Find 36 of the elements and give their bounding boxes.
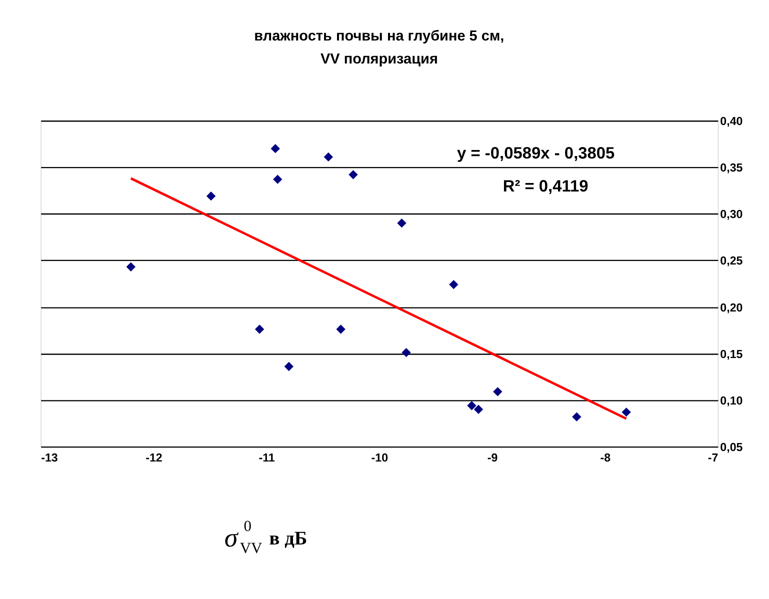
point bbox=[126, 262, 136, 272]
point bbox=[449, 280, 458, 290]
x-tick-label: -9 bbox=[487, 452, 498, 465]
annotation: R² = 0,4119 bbox=[502, 177, 588, 196]
x-tick-label: -7 bbox=[708, 452, 718, 465]
y-tick-label: 0,35 bbox=[720, 162, 744, 175]
point bbox=[284, 362, 294, 372]
point bbox=[397, 218, 406, 228]
point bbox=[273, 174, 282, 184]
point bbox=[474, 404, 484, 414]
x-tick-label: -13 bbox=[41, 452, 58, 465]
annotation: y = -0,0589x - 0,3805 bbox=[457, 144, 615, 162]
y-tick-label: 0,25 bbox=[720, 254, 744, 268]
x-tick-label: -12 bbox=[146, 452, 162, 465]
point bbox=[622, 408, 631, 417]
point bbox=[336, 324, 346, 334]
x-tick-label: -11 bbox=[258, 452, 276, 465]
x-tick-label: -10 bbox=[371, 452, 388, 465]
point bbox=[493, 387, 502, 396]
point bbox=[572, 412, 582, 422]
text: VV поляризация bbox=[320, 52, 438, 68]
y-tick-label: 0,15 bbox=[720, 348, 744, 361]
point bbox=[348, 170, 358, 180]
point bbox=[254, 324, 264, 334]
y-tick-label: 0,20 bbox=[720, 301, 743, 314]
x-tick-label: -8 bbox=[600, 452, 612, 465]
text: влажность почвы на глубине 5 см, bbox=[254, 28, 504, 44]
point bbox=[467, 401, 476, 410]
y-tick-label: 0,05 bbox=[720, 440, 744, 454]
point bbox=[270, 144, 280, 154]
point bbox=[206, 191, 216, 201]
y-tick-label: 0,30 bbox=[720, 208, 743, 222]
point bbox=[402, 348, 411, 358]
y-tick-label: 0,10 bbox=[720, 394, 743, 408]
y-tick-label: 0,40 bbox=[720, 114, 743, 128]
point bbox=[324, 152, 333, 162]
